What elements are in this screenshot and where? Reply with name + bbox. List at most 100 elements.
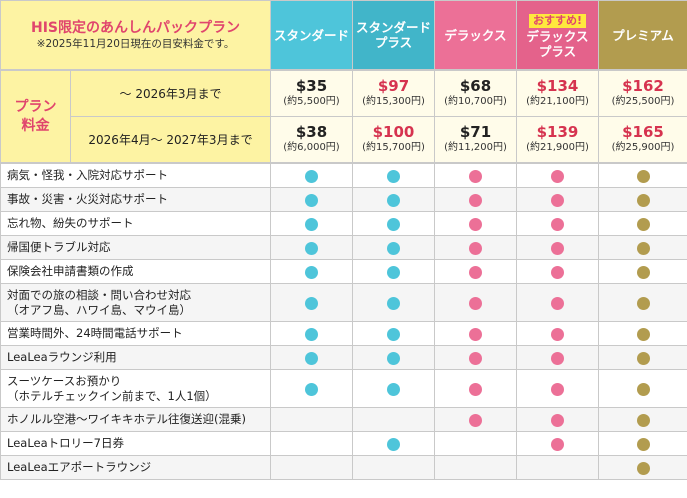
included-dot-icon xyxy=(551,297,564,310)
feature-label-cell: 帰国便トラブル対応 xyxy=(0,235,271,260)
feature-row: 保険会社申請書類の作成 xyxy=(0,259,687,284)
feature-cell xyxy=(598,369,687,408)
included-dot-icon xyxy=(387,297,400,310)
price-usd: $100 xyxy=(372,122,415,141)
included-dot-icon xyxy=(469,266,482,279)
price-row: プラン 料金 ～ 2026年3月まで $35 (約5,500円) $97 (約15,… xyxy=(0,70,687,163)
price-usd: $71 xyxy=(459,122,492,141)
included-dot-icon xyxy=(469,218,482,231)
feature-label-sub: （オアフ島、ハワイ島、マウイ島） xyxy=(7,302,191,317)
price-jpy: (約15,300円) xyxy=(362,95,425,107)
included-dot-icon xyxy=(636,328,650,341)
price-cell: $139 (約21,900円) xyxy=(516,116,599,163)
included-dot-icon xyxy=(636,266,650,279)
price-cell: $97 (約15,300円) xyxy=(352,70,435,117)
price-jpy: (約11,200円) xyxy=(444,141,507,153)
feature-label: スーツケースお預かり xyxy=(7,373,122,388)
included-dot-icon xyxy=(636,352,650,365)
price-jpy: (約21,900円) xyxy=(526,141,589,153)
feature-cell xyxy=(516,211,599,236)
feature-cell xyxy=(352,407,435,432)
included-dot-icon xyxy=(469,297,482,310)
feature-row: LeaLeaラウンジ利用 xyxy=(0,345,687,370)
included-dot-icon xyxy=(551,383,564,396)
plan-header-deluxe: デラックス xyxy=(434,0,517,70)
feature-label-cell: スーツケースお預かり （ホテルチェックイン前まで、1人1個） xyxy=(0,369,271,408)
feature-cell xyxy=(270,235,353,260)
included-dot-icon xyxy=(636,242,650,255)
feature-cell xyxy=(270,211,353,236)
feature-cell xyxy=(434,211,517,236)
feature-row: LeaLeaトロリー7日券 xyxy=(0,431,687,456)
feature-label-sub: （ホテルチェックイン前まで、1人1個） xyxy=(7,388,217,403)
included-dot-icon xyxy=(636,438,650,451)
feature-cell xyxy=(598,211,687,236)
included-dot-icon xyxy=(636,414,650,427)
plan-name: デラックス xyxy=(526,28,589,44)
price-usd: $35 xyxy=(295,76,328,95)
feature-cell xyxy=(270,321,353,346)
features-table: 病気・怪我・入院対応サポート事故・災害・火災対応サポート忘れ物、紛失のサポート帰… xyxy=(0,163,687,480)
feature-cell xyxy=(352,283,435,322)
feature-label-cell: 忘れ物、紛失のサポート xyxy=(0,211,271,236)
feature-cell xyxy=(352,369,435,408)
feature-cell xyxy=(434,455,517,480)
feature-cell xyxy=(352,455,435,480)
price-jpy: (約25,500円) xyxy=(611,95,675,107)
feature-cell xyxy=(516,369,599,408)
feature-cell xyxy=(352,345,435,370)
feature-cell xyxy=(352,259,435,284)
feature-list: 病気・怪我・入院対応サポート事故・災害・火災対応サポート忘れ物、紛失のサポート帰… xyxy=(0,163,687,480)
feature-cell xyxy=(434,235,517,260)
included-dot-icon xyxy=(551,352,564,365)
feature-label: 病気・怪我・入院対応サポート xyxy=(7,168,168,182)
feature-label-cell: LeaLeaラウンジ利用 xyxy=(0,345,271,370)
included-dot-icon xyxy=(551,218,564,231)
included-dot-icon xyxy=(551,328,564,341)
feature-cell xyxy=(434,283,517,322)
included-dot-icon xyxy=(305,266,318,279)
price-jpy: (約21,100円) xyxy=(526,95,589,107)
price-cell: $35 (約5,500円) xyxy=(270,70,353,117)
included-dot-icon xyxy=(387,170,400,183)
plan-name-sub: プラス xyxy=(374,35,413,50)
plan-name: デラックス xyxy=(444,27,507,43)
feature-cell xyxy=(434,407,517,432)
feature-label-cell: ホノルル空港～ワイキキホテル往復送迎(混乗) xyxy=(0,407,271,432)
price-usd: $134 xyxy=(536,76,579,95)
included-dot-icon xyxy=(305,242,318,255)
included-dot-icon xyxy=(551,438,564,451)
included-dot-icon xyxy=(551,414,564,427)
feature-cell xyxy=(352,163,435,188)
plan-header-premium: プレミアム xyxy=(598,0,687,70)
price-cell: $38 (約6,000円) xyxy=(270,116,353,163)
feature-label: ホノルル空港～ワイキキホテル往復送迎(混乗) xyxy=(7,412,246,426)
price-cell: $134 (約21,100円) xyxy=(516,70,599,117)
feature-cell xyxy=(270,283,353,322)
feature-cell xyxy=(516,431,599,456)
feature-label-cell: 事故・災害・火災対応サポート xyxy=(0,187,271,212)
included-dot-icon xyxy=(387,218,400,231)
feature-cell xyxy=(516,407,599,432)
included-dot-icon xyxy=(305,218,318,231)
feature-cell xyxy=(516,345,599,370)
feature-cell xyxy=(598,321,687,346)
feature-cell xyxy=(598,455,687,480)
feature-cell xyxy=(516,321,599,346)
feature-cell xyxy=(434,431,517,456)
feature-row: 帰国便トラブル対応 xyxy=(0,235,687,260)
feature-cell xyxy=(270,345,353,370)
period-label: ～ 2026年3月まで xyxy=(70,70,271,117)
included-dot-icon xyxy=(387,352,400,365)
header-row: HIS限定のあんしんパックプラン ※2025年11月20日現在の目安料金です。 … xyxy=(0,0,687,70)
feature-label: 忘れ物、紛失のサポート xyxy=(7,216,134,230)
feature-cell xyxy=(598,259,687,284)
price-usd: $68 xyxy=(459,76,492,95)
feature-cell xyxy=(434,369,517,408)
feature-cell xyxy=(352,235,435,260)
feature-cell xyxy=(352,211,435,236)
feature-cell xyxy=(598,431,687,456)
included-dot-icon xyxy=(469,352,482,365)
price-label: プラン xyxy=(14,98,57,115)
period-label: 2026年4月～ 2027年3月まで xyxy=(70,116,271,163)
